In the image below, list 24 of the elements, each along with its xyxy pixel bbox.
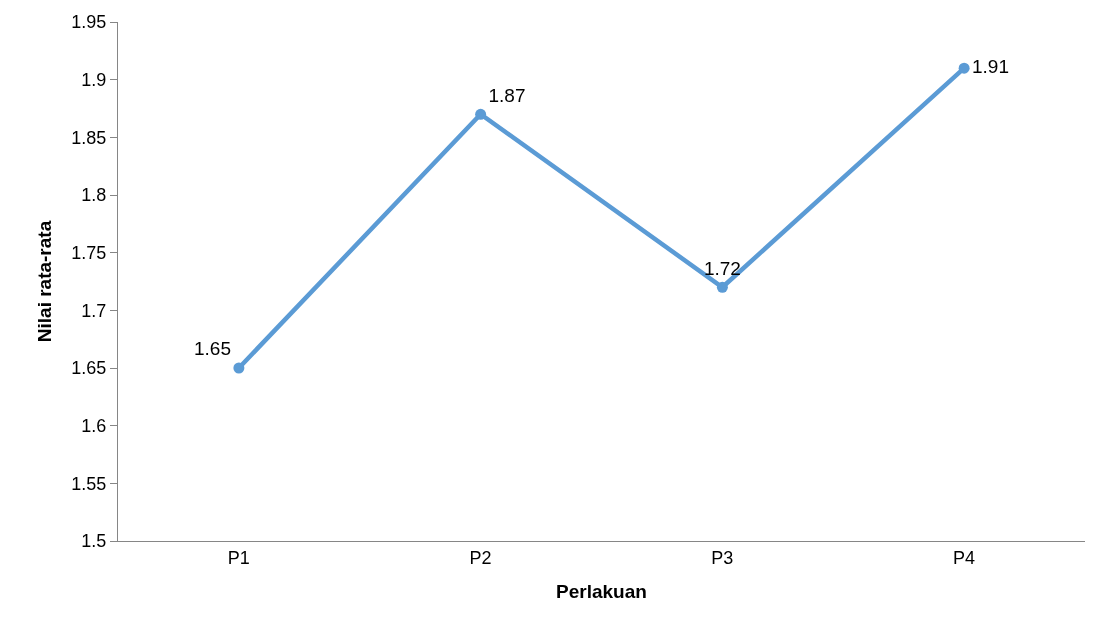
point: [716, 281, 728, 293]
point: [475, 108, 487, 120]
x-tick-label: P1: [227, 547, 250, 568]
y-tick-label: 1.55: [71, 473, 107, 494]
point: [958, 62, 970, 74]
x-axis-title: Perlakuan: [556, 581, 647, 603]
x-tick-label: P2: [469, 547, 492, 568]
x-tick-label: P4: [953, 547, 976, 568]
y-tick-label: 1.75: [71, 242, 107, 263]
y-tick-label: 1.85: [71, 127, 107, 148]
y-tick-label: 1.65: [71, 358, 107, 379]
y-tick-label: 1.7: [81, 300, 107, 321]
y-tick-label: 1.9: [81, 69, 107, 90]
data-label: 1.65: [194, 338, 231, 360]
y-axis-title: Nilai rata-rata: [34, 220, 56, 343]
x-tick-label: P3: [711, 547, 734, 568]
data-label: 1.87: [488, 84, 526, 106]
data-label: 1.91: [972, 55, 1009, 77]
y-tick-label: 1.95: [71, 12, 107, 33]
point: [233, 362, 245, 374]
data-label: 1.72: [703, 257, 741, 279]
y-tick-label: 1.5: [81, 531, 107, 552]
y-tick-label: 1.6: [81, 415, 107, 436]
y-tick-label: 1.8: [81, 185, 107, 206]
